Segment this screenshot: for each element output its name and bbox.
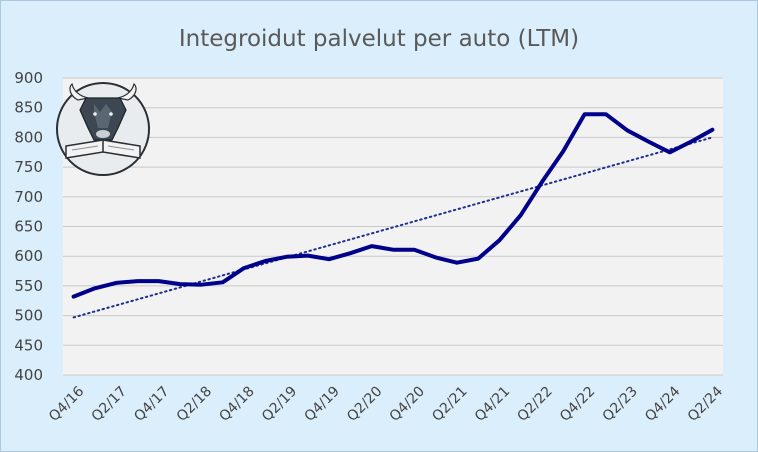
- data-point: [540, 180, 544, 184]
- x-tick-label: Q4/24: [642, 383, 683, 424]
- data-point: [689, 140, 693, 144]
- data-point: [136, 279, 140, 283]
- data-point: [242, 266, 246, 270]
- x-tick-label: Q4/21: [472, 383, 513, 424]
- y-tick-label: 850: [14, 99, 43, 117]
- y-tick-label: 800: [14, 128, 43, 146]
- x-tick-label: Q4/17: [131, 383, 172, 424]
- y-tick-label: 400: [14, 366, 43, 384]
- x-tick-label: Q2/22: [514, 383, 555, 424]
- data-point: [157, 279, 161, 283]
- trendline: [72, 136, 714, 319]
- data-point: [327, 257, 331, 261]
- data-point: [583, 112, 587, 116]
- data-point: [370, 244, 374, 248]
- data-point: [434, 255, 438, 259]
- data-point: [93, 286, 97, 290]
- x-tick-label: Q4/18: [216, 383, 257, 424]
- data-point: [72, 295, 76, 299]
- data-point: [476, 257, 480, 261]
- data-point: [646, 140, 650, 144]
- x-tick-label: Q4/16: [46, 383, 87, 424]
- x-axis-ticks: Q4/16 Q2/17 Q4/17 Q2/18 Q4/18 Q2/19 Q4/19 Q2/20…: [46, 383, 726, 424]
- y-tick-label: 600: [14, 247, 43, 265]
- y-axis-ticks: 400 450 500 550 600 650 700 750 800 850 900: [14, 69, 43, 384]
- y-tick-label: 700: [14, 188, 43, 206]
- x-tick-label: Q2/24: [685, 383, 726, 424]
- data-point: [625, 128, 629, 132]
- y-tick-label: 750: [14, 158, 43, 176]
- data-point: [604, 112, 608, 116]
- data-point: [348, 251, 352, 255]
- x-tick-label: Q2/18: [174, 383, 215, 424]
- data-point: [114, 281, 118, 285]
- x-tick-label: Q2/23: [600, 383, 641, 424]
- x-tick-label: Q2/17: [89, 383, 130, 424]
- x-tick-label: Q2/20: [344, 383, 385, 424]
- y-tick-label: 500: [14, 307, 43, 325]
- data-point: [199, 283, 203, 287]
- data-point: [455, 261, 459, 265]
- data-point: [263, 259, 267, 263]
- chart-title: Integroidut palvelut per auto (LTM): [179, 26, 579, 52]
- data-point: [178, 282, 182, 286]
- bull-reading-book-icon: [56, 82, 150, 176]
- x-tick-label: Q4/22: [557, 383, 598, 424]
- data-point: [561, 149, 565, 153]
- x-tick-label: Q2/19: [259, 383, 300, 424]
- data-point: [391, 248, 395, 252]
- data-point: [497, 238, 501, 242]
- data-point: [306, 254, 310, 258]
- x-tick-label: Q4/20: [387, 383, 428, 424]
- data-point: [710, 128, 714, 132]
- data-point: [221, 280, 225, 284]
- y-tick-label: 550: [14, 277, 43, 295]
- series-line: [71, 112, 715, 299]
- x-tick-label: Q4/19: [302, 383, 343, 424]
- gridlines: [63, 77, 723, 376]
- y-tick-label: 650: [14, 218, 43, 236]
- y-tick-label: 450: [14, 336, 43, 354]
- y-tick-label: 900: [14, 69, 43, 87]
- data-point: [285, 255, 289, 259]
- data-point: [668, 150, 672, 154]
- data-point: [519, 213, 523, 217]
- x-tick-label: Q2/21: [429, 383, 470, 424]
- data-point: [412, 248, 416, 252]
